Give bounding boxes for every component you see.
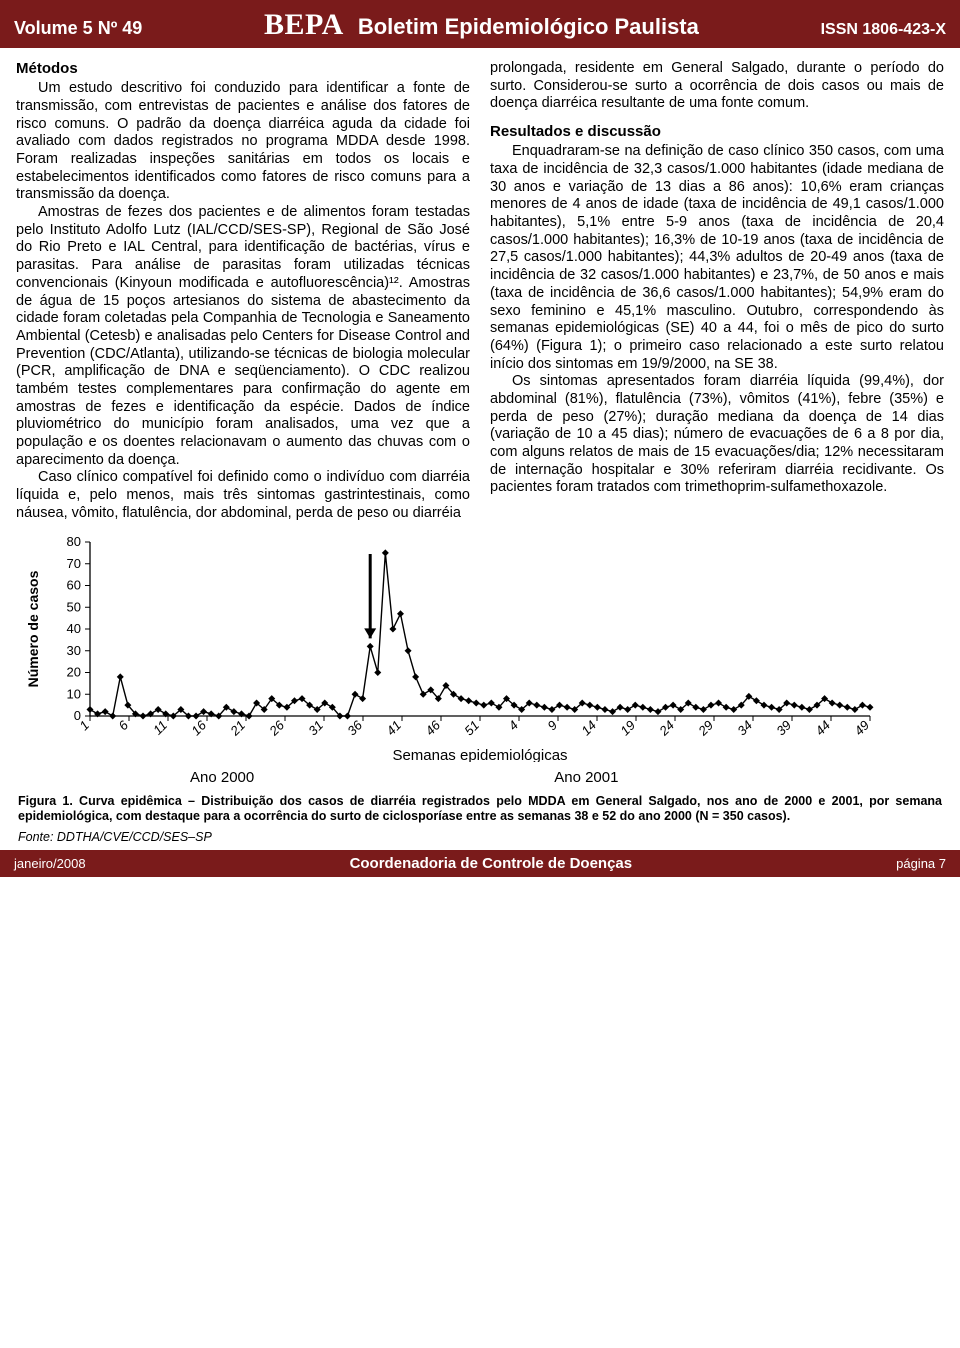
right-p1: Enquadraram-se na definição de caso clín… <box>490 143 944 373</box>
right-column: prolongada, residente em General Salgado… <box>490 60 944 522</box>
year-row: Ano 2000 Ano 2001 <box>20 769 940 786</box>
svg-text:14: 14 <box>578 718 599 739</box>
svg-text:30: 30 <box>67 643 81 658</box>
svg-text:24: 24 <box>656 718 678 740</box>
figure-caption: Figura 1. Curva epidêmica – Distribuição… <box>0 786 960 828</box>
left-p2: Amostras de fezes dos pacientes e de ali… <box>16 204 470 469</box>
left-p1: Um estudo descritivo foi conduzido para … <box>16 80 470 204</box>
svg-text:51: 51 <box>461 718 482 739</box>
svg-text:34: 34 <box>734 718 755 739</box>
svg-text:49: 49 <box>851 718 872 739</box>
year-2001-label: Ano 2001 <box>254 769 618 786</box>
right-p0: prolongada, residente em General Salgado… <box>490 60 944 113</box>
heading-metodos: Métodos <box>16 60 470 78</box>
svg-text:Número de casos: Número de casos <box>25 571 41 688</box>
heading-resultados: Resultados e discussão <box>490 123 944 141</box>
body: Métodos Um estudo descritivo foi conduzi… <box>0 48 960 526</box>
svg-text:31: 31 <box>305 718 326 739</box>
svg-text:40: 40 <box>67 621 81 636</box>
header-band: Volume 5 Nº 49 BEPA Boletim Epidemiológi… <box>0 0 960 48</box>
issn-label: ISSN 1806-423-X <box>821 21 946 39</box>
left-column: Métodos Um estudo descritivo foi conduzi… <box>16 60 470 522</box>
svg-text:11: 11 <box>150 718 170 738</box>
svg-text:16: 16 <box>188 717 209 738</box>
footer-page: página 7 <box>896 856 946 871</box>
svg-text:36: 36 <box>344 717 365 738</box>
svg-text:26: 26 <box>266 717 288 739</box>
svg-text:39: 39 <box>773 718 794 739</box>
acronym: BEPA <box>264 8 344 42</box>
svg-text:50: 50 <box>67 600 81 615</box>
journal-title: Boletim Epidemiológico Paulista <box>358 14 699 40</box>
footer-band: janeiro/2008 Coordenadoria de Controle d… <box>0 850 960 877</box>
epidemic-curve-chart: 01020304050607080Número de casos16111621… <box>20 532 880 762</box>
right-p2: Os sintomas apresentados foram diarréia … <box>490 373 944 497</box>
svg-text:60: 60 <box>67 578 81 593</box>
svg-text:80: 80 <box>67 534 81 549</box>
footer-center: Coordenadoria de Controle de Doenças <box>350 855 633 872</box>
svg-text:41: 41 <box>383 718 404 739</box>
figure-source: Fonte: DDTHA/CVE/CCD/SES–SP <box>0 828 960 850</box>
svg-text:44: 44 <box>812 718 833 739</box>
svg-text:70: 70 <box>67 556 81 571</box>
svg-text:20: 20 <box>67 665 81 680</box>
figure-1: 01020304050607080Número de casos16111621… <box>0 526 960 786</box>
svg-text:Semanas epidemiológicas: Semanas epidemiológicas <box>392 747 567 762</box>
svg-text:46: 46 <box>422 717 443 738</box>
footer-date: janeiro/2008 <box>14 856 86 871</box>
year-2000-label: Ano 2000 <box>20 769 254 786</box>
left-p3: Caso clínico compatível foi definido com… <box>16 469 470 522</box>
svg-text:29: 29 <box>695 718 717 740</box>
svg-text:19: 19 <box>617 718 638 739</box>
header-center: BEPA Boletim Epidemiológico Paulista <box>264 8 699 42</box>
svg-text:10: 10 <box>67 687 81 702</box>
svg-text:21: 21 <box>227 718 249 740</box>
volume-label: Volume 5 Nº 49 <box>14 18 142 39</box>
